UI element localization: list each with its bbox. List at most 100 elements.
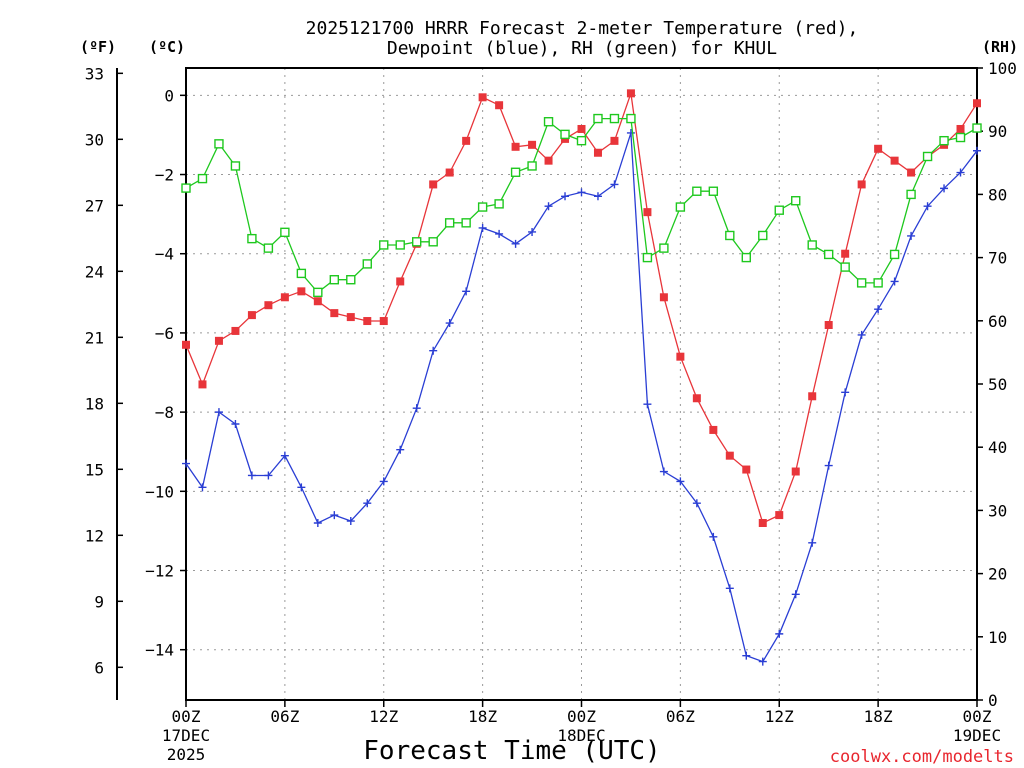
dewpoint-point — [379, 477, 388, 486]
rh-point — [379, 240, 389, 250]
fahrenheit-tick-label: 33 — [85, 64, 104, 83]
temperature-point — [610, 136, 619, 145]
rh-tick-label: 10 — [988, 628, 1007, 647]
fahrenheit-tick-label: 9 — [94, 592, 104, 611]
x-tick-time-label: 12Z — [369, 707, 398, 726]
dewpoint-point — [692, 499, 701, 508]
rh-tick-label: 50 — [988, 375, 1007, 394]
temperature-point — [775, 511, 784, 520]
rh-point — [741, 252, 751, 263]
rh-axis-unit: (RH) — [982, 38, 1018, 56]
temperature-point — [280, 293, 289, 302]
temperature-point — [247, 311, 256, 320]
dewpoint-point — [264, 471, 273, 480]
fahrenheit-axis-unit: (ºF) — [80, 38, 116, 56]
fahrenheit-tick-label: 15 — [85, 460, 104, 479]
rh-point — [922, 151, 933, 162]
temperature-point — [363, 317, 372, 326]
axis-ticks: 0−2−4−6−8−10−12−143330272421181512961009… — [85, 59, 1017, 764]
rh-point — [906, 189, 916, 200]
rh-point — [593, 113, 603, 124]
dewpoint-point — [544, 202, 553, 211]
temperature-point — [297, 287, 306, 296]
dewpoint-point — [659, 467, 668, 476]
temperature-series-line — [185, 93, 978, 524]
dewpoint-point — [198, 483, 207, 492]
celsius-tick-label: −8 — [155, 403, 174, 422]
rh-tick-label: 30 — [988, 501, 1007, 520]
rh-point — [510, 167, 521, 177]
rh-point — [692, 186, 702, 196]
rh-tick-label: 90 — [988, 122, 1007, 141]
rh-tick-label: 60 — [988, 312, 1007, 331]
grid-lines — [186, 68, 977, 700]
rh-point — [659, 243, 669, 253]
dewpoint-point — [561, 192, 570, 201]
dewpoint-point — [725, 584, 734, 593]
dewpoint-point — [626, 128, 635, 137]
data-series — [181, 89, 982, 666]
celsius-tick-label: −12 — [145, 562, 174, 581]
dewpoint-point — [610, 180, 619, 189]
rh-tick-label: 100 — [988, 59, 1017, 78]
temperature-point — [874, 144, 883, 153]
dewpoint-point — [758, 657, 767, 666]
dewpoint-point — [824, 461, 833, 470]
dewpoint-point — [346, 517, 355, 526]
temperature-point — [214, 336, 223, 345]
dewpoint-point — [363, 499, 372, 508]
rh-point — [725, 230, 735, 241]
rh-point — [346, 275, 356, 285]
rh-point — [230, 161, 241, 171]
rh-point — [708, 186, 719, 196]
rh-point — [543, 117, 554, 127]
dewpoint-point — [775, 629, 784, 638]
x-tick-date-label: 19DEC — [953, 726, 1001, 745]
fahrenheit-tick-label: 18 — [85, 394, 104, 413]
temperature-point — [956, 124, 965, 133]
x-tick-time-label: 18Z — [864, 707, 893, 726]
x-tick-time-label: 18Z — [468, 707, 497, 726]
rh-point — [609, 113, 620, 124]
temperature-point — [346, 313, 355, 322]
temperature-point — [725, 451, 734, 460]
rh-tick-label: 80 — [988, 185, 1007, 204]
celsius-tick-label: −10 — [145, 482, 174, 501]
rh-point — [395, 240, 405, 250]
dewpoint-point — [874, 305, 883, 314]
rh-point — [263, 243, 274, 253]
temperature-point — [808, 392, 817, 401]
temperature-point — [495, 101, 504, 110]
dewpoint-point — [495, 229, 504, 238]
dewpoint-point — [297, 483, 306, 492]
temperature-point — [626, 89, 635, 98]
dewpoint-point — [231, 419, 240, 428]
x-tick-time-label: 06Z — [666, 707, 695, 726]
dewpoint-point — [593, 192, 602, 201]
rh-point — [461, 218, 471, 228]
temperature-point — [231, 326, 240, 335]
rh-point — [560, 129, 570, 140]
rh-point — [972, 123, 982, 133]
x-tick-date-label: 17DEC — [162, 726, 210, 745]
rh-point — [494, 199, 504, 209]
dewpoint-point — [412, 404, 421, 413]
rh-point — [412, 237, 422, 247]
chart-title-line-2: Dewpoint (blue), RH (green) for KHUL — [387, 38, 777, 59]
rh-point — [675, 202, 686, 212]
temperature-point — [692, 394, 701, 403]
dewpoint-point — [791, 590, 800, 599]
celsius-tick-label: −6 — [155, 324, 174, 343]
rh-tick-label: 0 — [988, 691, 998, 710]
rh-point — [313, 287, 323, 298]
fahrenheit-tick-label: 6 — [94, 658, 104, 677]
temperature-point — [544, 156, 553, 165]
dewpoint-point — [429, 346, 438, 355]
temperature-point — [709, 425, 718, 434]
chart-title-line-1: 2025121700 HRRR Forecast 2-meter Tempera… — [306, 18, 859, 39]
rh-point — [807, 240, 817, 250]
temperature-point — [791, 467, 800, 476]
fahrenheit-tick-label: 27 — [85, 196, 104, 215]
temperature-point — [445, 168, 454, 177]
